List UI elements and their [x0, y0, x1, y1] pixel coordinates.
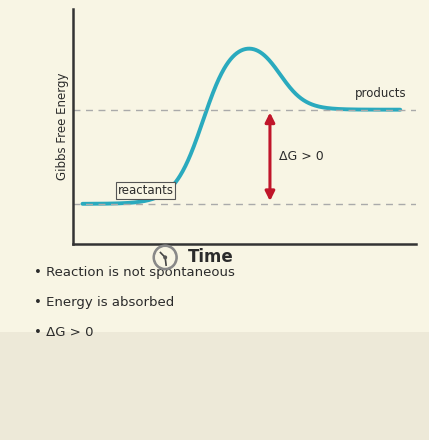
Text: Carbon dioxyde: Carbon dioxyde — [0, 410, 97, 420]
Text: C: C — [225, 353, 242, 377]
Text: Chlorophyll: Chlorophyll — [155, 392, 223, 402]
Text: Water: Water — [109, 410, 147, 420]
Text: products: products — [355, 87, 407, 99]
Text: O: O — [281, 353, 301, 377]
Text: +: + — [78, 353, 114, 377]
Text: • ΔG > 0: • ΔG > 0 — [34, 326, 94, 339]
Text: 2: 2 — [68, 372, 77, 385]
Text: +: + — [303, 353, 339, 377]
Text: 6O: 6O — [327, 353, 364, 377]
Text: 6H: 6H — [103, 353, 139, 377]
FancyArrowPatch shape — [166, 369, 212, 381]
Text: 2: 2 — [128, 372, 137, 385]
Text: 6: 6 — [296, 372, 305, 385]
Y-axis label: Gibbs Free Energy: Gibbs Free Energy — [56, 73, 69, 180]
Text: 12: 12 — [265, 372, 283, 385]
Text: Glucose: Glucose — [239, 410, 287, 420]
Text: reactants: reactants — [118, 184, 173, 197]
Text: • Reaction is not spontaneous: • Reaction is not spontaneous — [34, 266, 235, 279]
Text: H: H — [249, 353, 269, 377]
Text: ΔG > 0: ΔG > 0 — [279, 150, 324, 163]
Text: Oxygen: Oxygen — [327, 410, 375, 420]
Text: 2: 2 — [352, 372, 361, 385]
Text: • Energy is absorbed: • Energy is absorbed — [34, 296, 175, 309]
Text: 6: 6 — [240, 372, 249, 385]
Text: O: O — [136, 353, 156, 377]
Text: Time: Time — [188, 249, 234, 266]
Text: 6CO: 6CO — [22, 353, 76, 377]
Text: Light: Light — [176, 346, 202, 356]
